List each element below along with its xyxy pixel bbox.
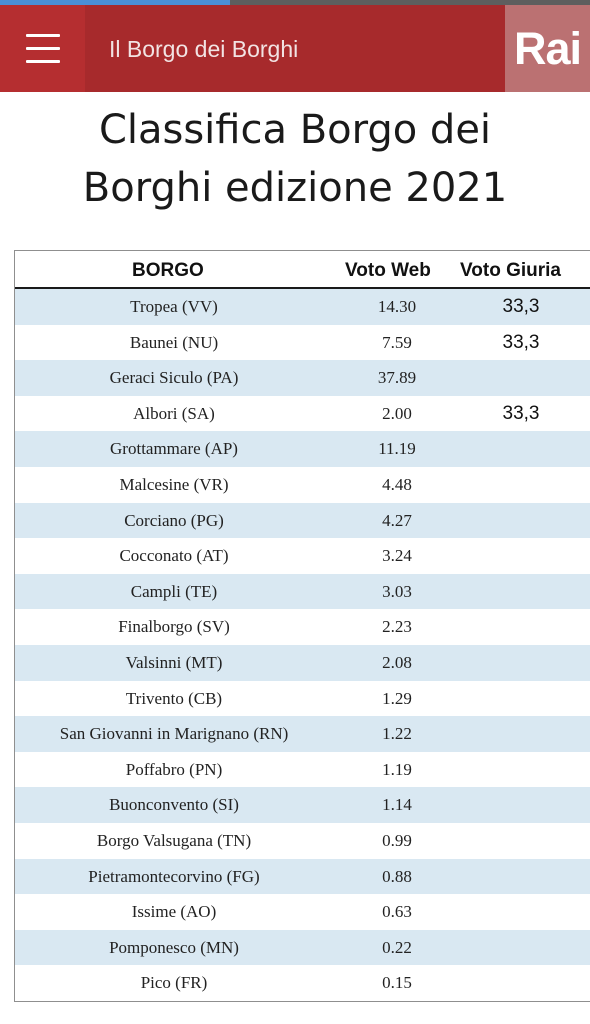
borgo-cell: Grottammare (AP) <box>110 439 238 459</box>
table-row: Poffabro (PN) 1.19 <box>15 752 590 788</box>
voto-giuria-cell <box>481 681 561 717</box>
voto-giuria-cell <box>481 503 561 539</box>
table-row: Issime (AO) 0.63 <box>15 894 590 930</box>
page-title-line-1: Classifica Borgo dei <box>98 107 492 153</box>
table-row: Corciano (PG) 4.27 <box>15 502 590 539</box>
table-row: Baunei (NU) 7.59 33,3 <box>15 325 590 361</box>
voto-giuria-cell: 33,3 <box>502 331 540 353</box>
top-bar: Il Borgo dei Borghi Rai <box>0 5 590 92</box>
table-row: Geraci Siculo (PA) 37.89 <box>15 360 590 396</box>
voto-web-cell: 1.14 <box>382 795 412 815</box>
table-row: Cocconato (AT) 3.24 <box>15 538 590 574</box>
table-row: Campli (TE) 3.03 <box>15 573 590 610</box>
borgo-cell: Trivento (CB) <box>125 688 223 708</box>
borgo-cell: San Giovanni in Marignano (RN) <box>59 724 289 744</box>
voto-web-cell: 4.48 <box>382 474 412 494</box>
voto-web-cell: 2.23 <box>382 617 412 637</box>
voto-web-cell: 0.15 <box>382 973 412 993</box>
table-header-row: BORGO Voto Web Voto Giuria <box>15 251 590 289</box>
voto-web-cell: 11.19 <box>378 439 416 459</box>
voto-web-cell: 1.29 <box>382 688 412 708</box>
rai-logo-text: Rai <box>514 23 582 74</box>
voto-giuria-cell <box>481 645 561 681</box>
voto-giuria-cell <box>481 823 561 859</box>
voto-giuria-cell <box>481 965 561 1001</box>
table-row: Borgo Valsugana (TN) 0.99 <box>15 823 590 859</box>
borgo-cell: Tropea (VV) <box>130 297 218 316</box>
borgo-cell: Valsinni (MT) <box>125 652 223 672</box>
voto-giuria-cell <box>481 716 561 752</box>
voto-web-cell: 2.00 <box>382 403 412 423</box>
voto-giuria-cell <box>481 930 561 966</box>
borgo-cell: Geraci Siculo (PA) <box>109 368 239 388</box>
voto-giuria-cell <box>481 431 561 467</box>
table-row: San Giovanni in Marignano (RN) 1.22 <box>15 716 590 752</box>
voto-giuria-cell <box>481 894 561 930</box>
borgo-cell: Malcesine (VR) <box>119 474 229 494</box>
table-row: Buonconvento (SI) 1.14 <box>15 787 590 823</box>
voto-web-cell: 3.24 <box>382 546 412 566</box>
header-borgo: BORGO <box>132 260 204 281</box>
voto-giuria-cell <box>481 609 561 645</box>
voto-web-cell: 3.03 <box>382 581 412 601</box>
table-row: Grottammare (AP) 11.19 <box>15 431 590 467</box>
table-row: Pietramontecorvino (FG) 0.88 <box>15 858 590 895</box>
borgo-cell: Pietramontecorvino (FG) <box>88 866 260 886</box>
page-title-line-2: Borghi edizione 2021 <box>82 165 508 211</box>
table-row: Finalborgo (SV) 2.23 <box>15 609 590 645</box>
site-title-link[interactable]: Il Borgo dei Borghi <box>109 36 299 62</box>
table-row: Trivento (CB) 1.29 <box>15 681 590 717</box>
voto-web-cell: 1.22 <box>382 724 412 744</box>
borgo-cell: Borgo Valsugana (TN) <box>96 830 252 850</box>
table-row: Pomponesco (MN) 0.22 <box>15 929 590 966</box>
borgo-cell: Corciano (PG) <box>124 510 224 530</box>
voto-giuria-cell <box>481 538 561 574</box>
borgo-cell: Baunei (NU) <box>129 332 219 352</box>
table-body: Tropea (VV) 14.30 33,3 Baunei (NU) 7.59 33,3 G… <box>15 289 590 1001</box>
borgo-cell: Pico (FR) <box>140 973 208 993</box>
page-load-progress-fill <box>0 0 231 5</box>
table-row: Pico (FR) 0.15 <box>15 965 590 1001</box>
voto-web-cell: 14.30 <box>377 297 417 316</box>
table-row: Malcesine (VR) 4.48 <box>15 467 590 503</box>
borgo-cell: Cocconato (AT) <box>119 546 229 566</box>
header-voto-web: Voto Web <box>345 260 431 281</box>
voto-web-cell: 4.27 <box>382 510 412 530</box>
voto-web-cell: 0.22 <box>382 937 412 957</box>
menu-button[interactable] <box>0 5 85 92</box>
voto-giuria-cell <box>481 574 561 610</box>
voto-giuria-cell <box>481 859 561 895</box>
table-row: Albori (SA) 2.00 33,3 <box>15 396 590 432</box>
ranking-table: BORGO Voto Web Voto Giuria Tropea (VV) 14… <box>14 250 590 1002</box>
voto-giuria-cell: 33,3 <box>502 296 540 317</box>
voto-web-cell: 0.63 <box>382 902 412 922</box>
table-row: Valsinni (MT) 2.08 <box>15 644 590 681</box>
borgo-cell: Campli (TE) <box>130 581 218 601</box>
voto-web-cell: 0.99 <box>382 830 412 850</box>
voto-giuria-cell <box>481 787 561 823</box>
borgo-cell: Issime (AO) <box>131 902 217 922</box>
voto-web-cell: 7.59 <box>382 332 412 352</box>
page-title: Classifica Borgo dei Borghi edizione 202… <box>0 101 590 217</box>
voto-web-cell: 37.89 <box>377 368 417 388</box>
voto-web-cell: 0.88 <box>382 866 412 886</box>
borgo-cell: Finalborgo (SV) <box>118 617 230 637</box>
voto-giuria-cell: 33,3 <box>502 402 540 424</box>
borgo-cell: Albori (SA) <box>133 403 215 423</box>
borgo-cell: Pomponesco (MN) <box>109 937 239 957</box>
borgo-cell: Poffabro (PN) <box>125 759 223 779</box>
voto-giuria-cell <box>481 467 561 503</box>
borgo-cell: Buonconvento (SI) <box>109 795 239 815</box>
voto-web-cell: 1.19 <box>382 759 412 779</box>
header-voto-giuria: Voto Giuria <box>460 260 561 281</box>
page-load-progress <box>0 0 590 5</box>
rai-logo[interactable]: Rai <box>505 5 590 92</box>
voto-giuria-cell <box>481 752 561 788</box>
voto-web-cell: 2.08 <box>382 652 412 672</box>
voto-giuria-cell <box>481 360 561 396</box>
table-row: Tropea (VV) 14.30 33,3 <box>15 289 590 325</box>
